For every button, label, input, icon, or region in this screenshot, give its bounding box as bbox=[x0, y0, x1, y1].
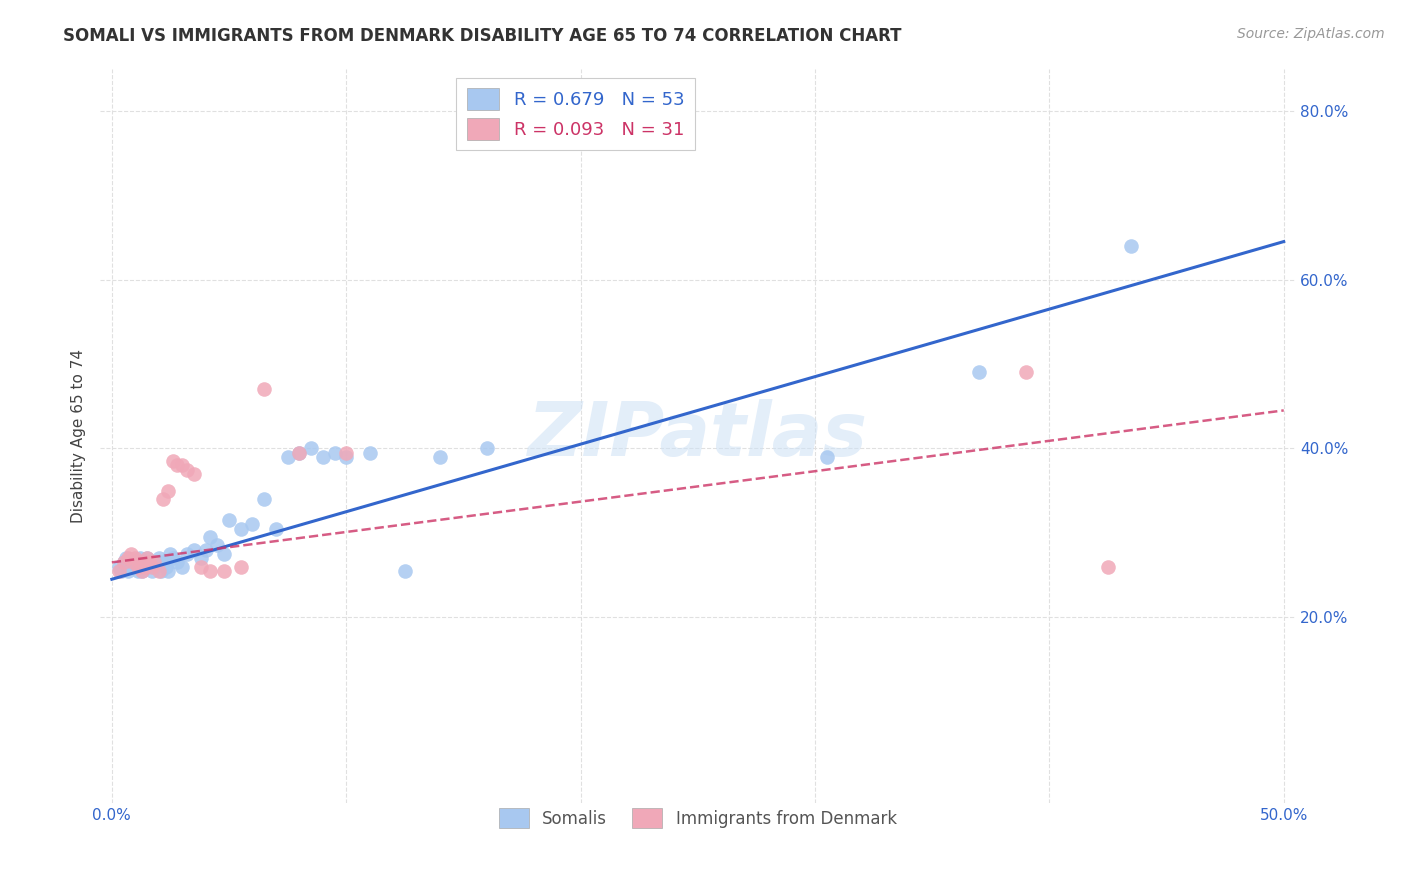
Point bbox=[129, 551, 152, 566]
Point bbox=[200, 530, 222, 544]
Legend: Somalis, Immigrants from Denmark: Somalis, Immigrants from Denmark bbox=[492, 801, 904, 835]
Point bbox=[1015, 366, 1038, 380]
Point bbox=[122, 555, 145, 569]
Point bbox=[176, 462, 198, 476]
Point bbox=[815, 450, 838, 464]
Point bbox=[134, 555, 156, 569]
Point bbox=[122, 555, 145, 569]
Point bbox=[288, 445, 311, 459]
Point bbox=[183, 542, 205, 557]
Point bbox=[108, 559, 131, 574]
Point bbox=[288, 445, 311, 459]
Point bbox=[143, 559, 166, 574]
Point bbox=[190, 559, 212, 574]
Point bbox=[157, 483, 180, 498]
Point bbox=[117, 564, 139, 578]
Point bbox=[141, 564, 163, 578]
Point bbox=[277, 450, 299, 464]
Point bbox=[207, 539, 229, 553]
Point bbox=[312, 450, 335, 464]
Point bbox=[159, 547, 181, 561]
Point bbox=[967, 366, 990, 380]
Point bbox=[190, 551, 212, 566]
Text: Source: ZipAtlas.com: Source: ZipAtlas.com bbox=[1237, 27, 1385, 41]
Point bbox=[127, 564, 149, 578]
Point bbox=[253, 491, 276, 506]
Y-axis label: Disability Age 65 to 74: Disability Age 65 to 74 bbox=[72, 349, 86, 523]
Text: ZIPatlas: ZIPatlas bbox=[527, 400, 868, 472]
Point bbox=[120, 559, 142, 574]
Point bbox=[152, 491, 174, 506]
Point bbox=[117, 551, 139, 566]
Point bbox=[200, 564, 222, 578]
Point bbox=[148, 564, 170, 578]
Point bbox=[136, 559, 159, 574]
Point bbox=[127, 559, 149, 574]
Point bbox=[120, 547, 142, 561]
Point bbox=[129, 555, 152, 569]
Point bbox=[112, 555, 135, 569]
Point bbox=[143, 555, 166, 569]
Point bbox=[172, 559, 194, 574]
Point bbox=[136, 551, 159, 566]
Point bbox=[162, 551, 184, 566]
Point bbox=[176, 547, 198, 561]
Text: SOMALI VS IMMIGRANTS FROM DENMARK DISABILITY AGE 65 TO 74 CORRELATION CHART: SOMALI VS IMMIGRANTS FROM DENMARK DISABI… bbox=[63, 27, 901, 45]
Point bbox=[155, 559, 177, 574]
Point bbox=[138, 555, 160, 569]
Point bbox=[299, 442, 322, 456]
Point bbox=[152, 555, 174, 569]
Point bbox=[112, 555, 135, 569]
Point bbox=[124, 559, 146, 574]
Point bbox=[394, 564, 416, 578]
Point bbox=[145, 555, 167, 569]
Point bbox=[335, 450, 357, 464]
Point bbox=[136, 551, 159, 566]
Point bbox=[264, 522, 287, 536]
Point bbox=[148, 551, 170, 566]
Point bbox=[229, 522, 252, 536]
Point bbox=[242, 517, 264, 532]
Point bbox=[124, 551, 146, 566]
Point bbox=[110, 564, 132, 578]
Point bbox=[1121, 239, 1143, 253]
Point bbox=[166, 555, 188, 569]
Point bbox=[359, 445, 381, 459]
Point bbox=[323, 445, 346, 459]
Point bbox=[162, 454, 184, 468]
Point bbox=[141, 559, 163, 574]
Point bbox=[150, 564, 173, 578]
Point bbox=[134, 559, 156, 574]
Point bbox=[429, 450, 451, 464]
Point bbox=[131, 564, 153, 578]
Point bbox=[335, 445, 357, 459]
Point bbox=[253, 382, 276, 396]
Point bbox=[1097, 559, 1119, 574]
Point bbox=[157, 564, 180, 578]
Point bbox=[475, 442, 498, 456]
Point bbox=[166, 458, 188, 473]
Point bbox=[194, 542, 217, 557]
Point bbox=[138, 555, 160, 569]
Point bbox=[183, 467, 205, 481]
Point bbox=[229, 559, 252, 574]
Point bbox=[115, 551, 138, 566]
Point bbox=[129, 559, 152, 574]
Point bbox=[131, 564, 153, 578]
Point bbox=[108, 564, 131, 578]
Point bbox=[214, 547, 236, 561]
Point bbox=[214, 564, 236, 578]
Point bbox=[218, 513, 240, 527]
Point bbox=[172, 458, 194, 473]
